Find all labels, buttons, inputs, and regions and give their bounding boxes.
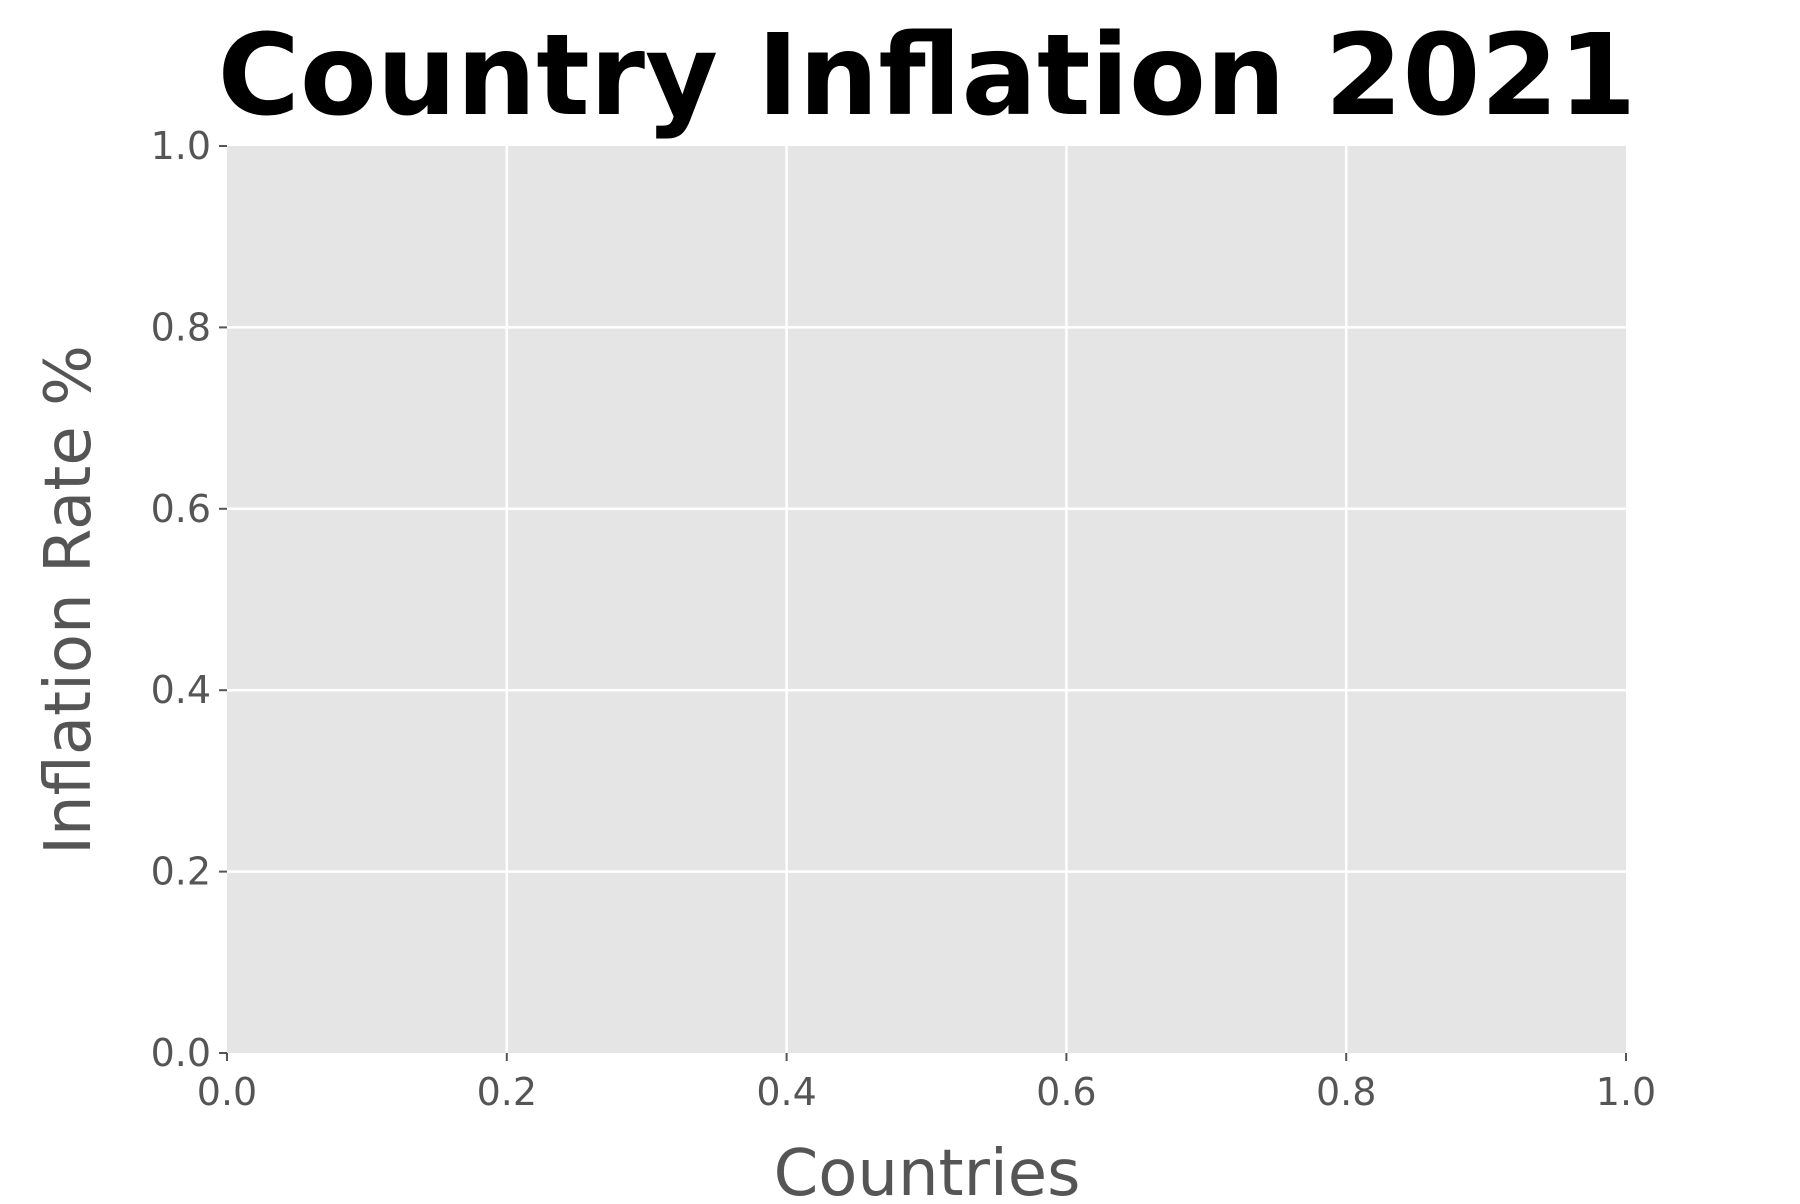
x-tick-label: 0.0 [197,1070,257,1114]
x-tick-label: 0.2 [477,1070,537,1114]
y-axis-title: Inflation Rate % [32,345,106,855]
y-tick-label: 0.8 [151,305,211,349]
grid-lines [227,146,1626,1053]
x-tick-label: 0.8 [1316,1070,1376,1114]
x-tick-label: 0.6 [1036,1070,1096,1114]
y-tick-label: 0.6 [151,487,211,531]
y-tick-labels: 0.0 0.2 0.4 0.6 0.8 1.0 [151,124,211,1075]
x-tick-labels: 0.0 0.2 0.4 0.6 0.8 1.0 [197,1070,1656,1114]
x-axis-title: Countries [774,1137,1081,1200]
tick-marks [219,145,1627,1061]
chart-title: Country Inflation 2021 [218,11,1637,141]
y-tick-label: 0.2 [151,850,211,894]
y-tick-label: 1.0 [151,124,211,168]
y-tick-label: 0.4 [151,668,211,712]
plot-area [227,146,1626,1053]
x-tick-label: 0.4 [756,1070,816,1114]
y-tick-label: 0.0 [151,1031,211,1075]
x-tick-label: 1.0 [1596,1070,1656,1114]
